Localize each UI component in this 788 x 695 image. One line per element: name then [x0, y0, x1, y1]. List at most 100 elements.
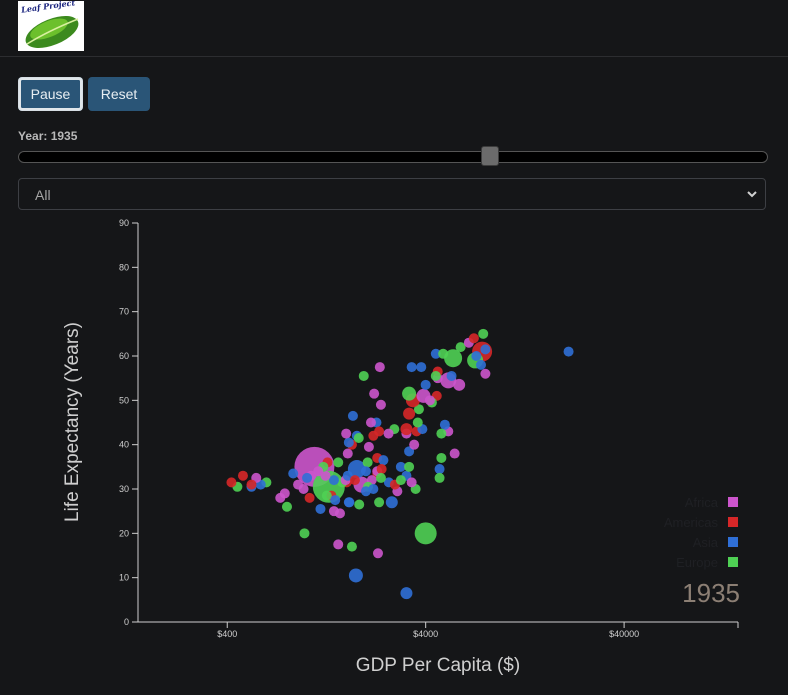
data-point-asia [344, 497, 355, 508]
data-point-americas [368, 430, 379, 441]
data-point-africa [372, 548, 383, 559]
legend-label-africa: Africa [685, 495, 719, 510]
y-tick-label: 90 [119, 218, 129, 228]
data-point-americas [349, 475, 360, 486]
pause-button[interactable]: Pause [18, 77, 83, 111]
x-tick-label: $400 [217, 629, 237, 639]
data-point-asia [347, 410, 358, 421]
data-point-americas [468, 333, 479, 344]
year-slider-track[interactable] [18, 151, 768, 163]
data-point-asia [446, 370, 457, 381]
data-point-europe [412, 417, 423, 428]
data-point-europe [413, 404, 424, 415]
scatter-chart: 0 10 20 30 40 50 60 70 80 90 $400 $4000 $40000 Afric… [62, 218, 740, 676]
data-point-asia [347, 460, 366, 479]
data-point-europe [358, 370, 369, 381]
data-point-africa [298, 484, 309, 494]
legend-swatch-asia [728, 537, 738, 547]
data-point-asia [288, 468, 299, 479]
continent-filter-value: All [35, 187, 51, 203]
data-point-africa [480, 368, 491, 379]
y-tick-label: 30 [119, 484, 129, 494]
leaf-icon [25, 16, 79, 48]
data-point-africa [406, 477, 417, 488]
chart-legend: Africa Americas Asia Europe [664, 495, 738, 570]
data-point-europe [455, 342, 466, 353]
y-tick-label: 40 [119, 440, 129, 450]
data-point-asia [439, 419, 450, 430]
data-point-europe [438, 348, 449, 359]
data-point-asia [395, 461, 406, 472]
data-point-europe [346, 541, 357, 552]
data-point-africa [409, 439, 420, 450]
data-point-europe [434, 472, 445, 483]
data-point-asia [368, 484, 379, 494]
data-point-americas [376, 464, 387, 475]
data-point-africa [365, 417, 376, 428]
x-tick-label: $4000 [413, 629, 438, 639]
data-point-africa [369, 388, 380, 399]
data-point-asia [360, 466, 371, 477]
data-point-europe [404, 461, 415, 472]
y-tick-label: 0 [124, 617, 129, 627]
y-tick-label: 70 [119, 307, 129, 317]
data-point-africa [341, 428, 352, 439]
data-point-americas [403, 407, 416, 420]
data-point-europe [299, 528, 310, 539]
leaf-project-logo[interactable]: Leaf Project [18, 1, 84, 51]
y-tick-label: 60 [119, 351, 129, 361]
y-tick-label: 10 [119, 573, 129, 583]
data-point-asia [315, 503, 326, 514]
y-tick-label: 80 [119, 262, 129, 272]
legend-label-americas: Americas [664, 515, 719, 530]
year-slider-thumb[interactable] [480, 146, 499, 166]
data-point-africa [449, 448, 460, 459]
data-point-asia [480, 344, 491, 355]
y-tick-label: 20 [119, 528, 129, 538]
data-point-asia [342, 470, 353, 481]
year-label: Year: 1935 [18, 129, 78, 143]
navbar: Leaf Project [0, 0, 788, 57]
data-point-africa [383, 428, 394, 439]
chart-axes: 0 10 20 30 40 50 60 70 80 90 $400 $4000 $40000 [119, 218, 739, 639]
legend-label-europe: Europe [676, 555, 718, 570]
data-point-africa [333, 539, 344, 550]
data-point-africa [424, 395, 435, 406]
data-point-asia [378, 455, 389, 466]
data-point-africa [320, 470, 331, 481]
legend-swatch-americas [728, 517, 738, 527]
data-point-africa [342, 448, 353, 459]
data-point-asia [416, 362, 427, 373]
data-point-africa [363, 441, 374, 452]
data-point-americas [246, 479, 257, 490]
y-tick-label: 50 [119, 395, 129, 405]
data-point-africa [313, 466, 324, 477]
data-point-asia [400, 587, 413, 600]
data-point-americas [226, 477, 237, 488]
legend-swatch-europe [728, 557, 738, 567]
data-point-asia [328, 475, 339, 486]
data-point-asia [475, 359, 486, 370]
data-point-asia [330, 495, 341, 506]
chevron-down-icon [747, 191, 757, 198]
data-point-asia [406, 362, 417, 373]
data-point-europe [478, 328, 489, 339]
data-point-africa [328, 506, 339, 517]
data-point-asia [302, 472, 313, 483]
data-point-europe [353, 433, 364, 444]
data-point-asia [434, 464, 445, 475]
data-point-africa [275, 492, 286, 503]
legend-swatch-africa [728, 497, 738, 507]
data-point-europe [430, 370, 441, 381]
data-point-asia [385, 496, 398, 509]
data-point-americas [237, 470, 248, 481]
continent-filter-select[interactable]: All [18, 178, 766, 210]
data-point-europe [444, 349, 463, 368]
data-point-europe [354, 499, 365, 510]
x-axis-label: GDP Per Capita ($) [356, 655, 520, 676]
x-tick-label: $40000 [609, 629, 639, 639]
reset-button[interactable]: Reset [88, 77, 150, 111]
data-point-europe [321, 490, 332, 501]
data-point-europe [375, 472, 386, 483]
data-point-asia [563, 346, 574, 357]
